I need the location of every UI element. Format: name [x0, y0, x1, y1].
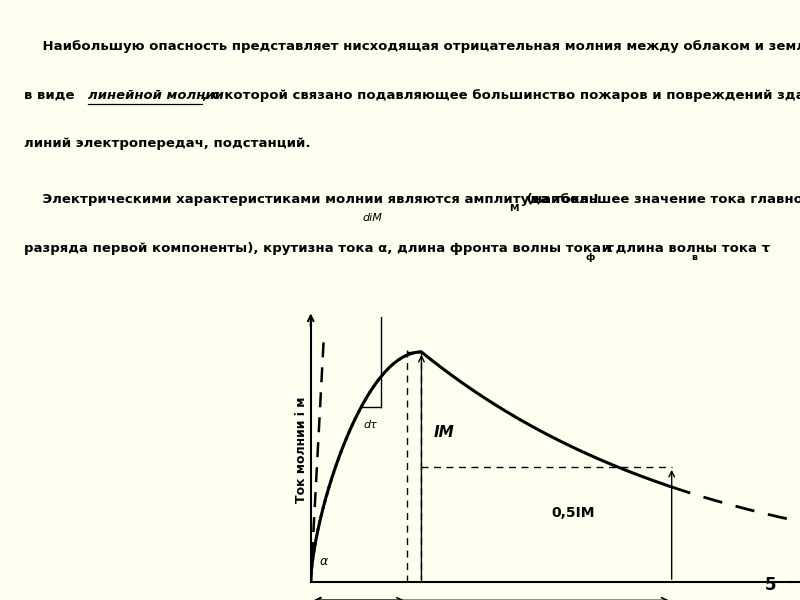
Text: в виде: в виде [24, 89, 79, 102]
Text: 0,5IМ: 0,5IМ [551, 506, 595, 520]
Text: α: α [319, 555, 328, 568]
Text: dτ: dτ [363, 419, 378, 430]
Text: линейной молнии: линейной молнии [88, 89, 224, 102]
Text: Наибольшую опасность представляет нисходящая отрицательная молния между облаком : Наибольшую опасность представляет нисход… [24, 40, 800, 53]
Text: diМ: diМ [362, 213, 382, 223]
Text: линий электропередач, подстанций.: линий электропередач, подстанций. [24, 137, 310, 151]
Text: 5: 5 [765, 576, 776, 594]
Text: , с которой связано подавляющее большинство пожаров и повреждений зданий, сооруж: , с которой связано подавляющее большинс… [202, 89, 800, 102]
Text: разряда первой компоненты), крутизна тока α, длина фронта волны тока τ: разряда первой компоненты), крутизна ток… [24, 242, 614, 255]
Text: ф: ф [586, 253, 595, 262]
Text: в: в [692, 253, 698, 262]
Text: Электрическими характеристиками молнии являются амплитуда тока I: Электрическими характеристиками молнии я… [24, 193, 598, 206]
Text: М: М [509, 205, 518, 214]
Text: и длина волны тока τ: и длина волны тока τ [597, 242, 770, 255]
Y-axis label: Ток молнии i м: Ток молнии i м [295, 397, 308, 503]
Text: .: . [701, 242, 706, 255]
Text: IМ: IМ [434, 425, 454, 440]
Text: (наибольшее значение тока главного: (наибольшее значение тока главного [522, 193, 800, 206]
